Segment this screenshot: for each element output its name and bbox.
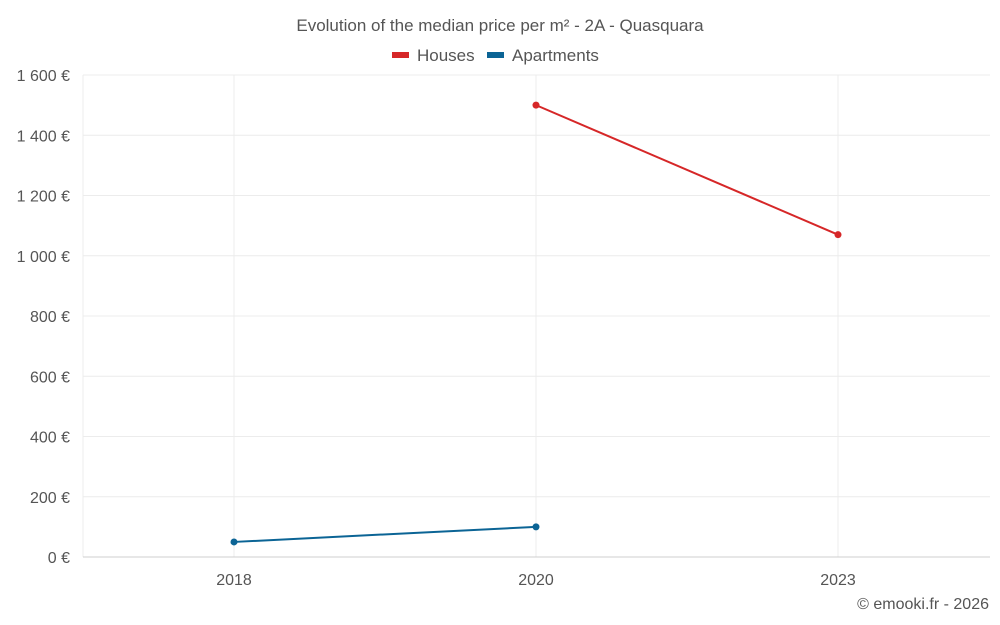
y-tick-label: 400 € [30,430,70,447]
legend-label-houses: Houses [417,46,475,65]
x-tick-label: 2023 [820,572,856,589]
y-tick-label: 0 € [48,550,70,567]
chart-title: Evolution of the median price per m² - 2… [296,16,704,35]
legend-label-apartments: Apartments [512,46,599,65]
y-tick-label: 1 400 € [17,128,70,145]
series-layer [230,101,842,546]
y-tick-label: 1 600 € [17,68,70,85]
credit-text: © emooki.fr - 2026 [857,596,989,613]
grid-lines [82,74,990,557]
legend: Houses Apartments [392,46,599,65]
y-tick-label: 1 000 € [17,249,70,266]
y-tick-label: 600 € [30,369,70,386]
houses-point [532,101,540,109]
legend-swatch-houses [392,52,409,58]
axes: 0 € 200 € 400 € 600 € 800 € 1 000 € 1 200 € 1 4… [17,68,990,589]
houses-line [535,104,839,236]
y-tick-label: 800 € [30,309,70,326]
legend-swatch-apartments [487,52,504,58]
apartments-point [230,538,238,546]
x-tick-label: 2020 [518,572,554,589]
houses-point [834,231,842,239]
apartments-point [532,523,540,531]
apartments-line [233,525,537,543]
x-tick-label: 2018 [216,572,252,589]
y-tick-label: 200 € [30,490,70,507]
y-tick-label: 1 200 € [17,189,70,206]
